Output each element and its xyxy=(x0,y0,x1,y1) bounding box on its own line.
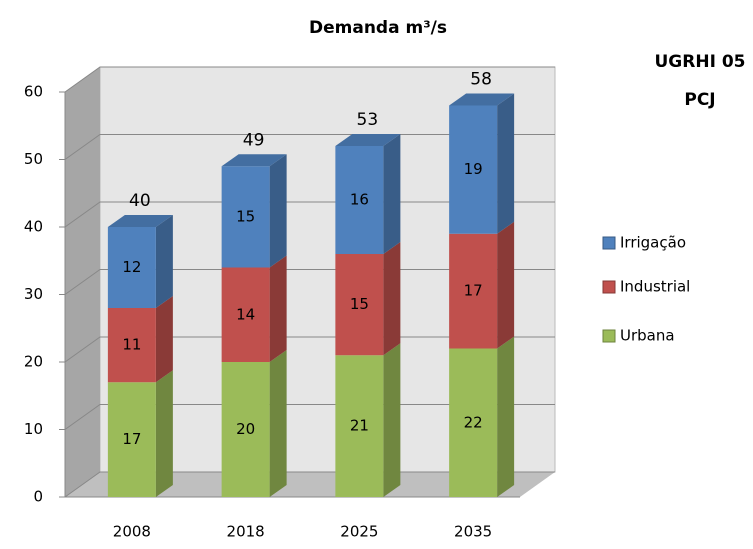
annotation: PCJ xyxy=(684,90,715,110)
floor xyxy=(65,472,555,497)
bar xyxy=(335,254,384,356)
bar-side xyxy=(383,343,401,497)
grid-line xyxy=(64,134,555,160)
grid-line xyxy=(64,269,555,295)
grid-line xyxy=(64,66,555,93)
bar xyxy=(221,267,270,362)
value-label: 12 xyxy=(122,258,141,276)
annotation: UGRHI 05 xyxy=(655,52,746,72)
value-label: 14 xyxy=(236,305,255,323)
value-label: 22 xyxy=(464,413,483,431)
bar-side xyxy=(383,134,401,254)
value-label: 19 xyxy=(464,160,483,178)
bar-side xyxy=(497,93,515,234)
bar-side xyxy=(155,215,173,308)
bar xyxy=(107,308,156,383)
y-tick-label: 0 xyxy=(33,488,43,506)
y-tick-label: 20 xyxy=(24,353,43,371)
chart-title: Demanda m³/s xyxy=(309,18,447,38)
total-label: 53 xyxy=(357,110,379,130)
bar-side xyxy=(497,336,515,497)
bar-side xyxy=(155,370,173,497)
value-label: 21 xyxy=(350,417,369,435)
bar-side xyxy=(155,296,173,383)
bar xyxy=(221,166,270,268)
y-tick-label: 50 xyxy=(24,150,43,168)
legend-swatch xyxy=(602,236,616,250)
y-tick-label: 10 xyxy=(24,420,43,438)
bar-top xyxy=(221,154,287,167)
value-label: 16 xyxy=(350,191,369,209)
bar xyxy=(449,233,498,349)
x-tick-label: 2035 xyxy=(454,523,492,541)
bar-side xyxy=(497,221,515,349)
legend-swatch xyxy=(602,280,616,294)
total-label: 58 xyxy=(470,70,492,90)
x-tick-label: 2025 xyxy=(340,523,378,541)
grid-line xyxy=(64,471,555,498)
bar-top xyxy=(449,93,515,106)
legend-label: Urbana xyxy=(620,327,675,345)
value-label: 15 xyxy=(236,207,255,225)
y-tick-label: 30 xyxy=(24,285,43,303)
x-tick-label: 2018 xyxy=(227,523,265,541)
bar xyxy=(449,348,498,497)
value-label: 20 xyxy=(236,420,255,438)
legend-label: Industrial xyxy=(620,278,690,296)
bar-side xyxy=(269,154,287,268)
bar xyxy=(107,227,156,308)
x-tick-label: 2008 xyxy=(113,523,151,541)
legend-label: Irrigação xyxy=(620,234,686,252)
bar-top xyxy=(107,215,173,227)
y-tick-label: 40 xyxy=(24,218,43,236)
bar-top xyxy=(335,134,401,146)
bar xyxy=(335,146,384,254)
grid-line xyxy=(64,404,555,430)
y-tick-label: 60 xyxy=(24,83,43,101)
total-label: 49 xyxy=(243,130,265,150)
value-label: 11 xyxy=(122,336,141,354)
bar-side xyxy=(269,350,287,497)
grid-line xyxy=(64,336,555,363)
bar-side xyxy=(269,255,287,362)
bar xyxy=(107,382,156,497)
value-label: 17 xyxy=(464,282,483,300)
grid-line xyxy=(64,201,555,228)
legend-swatch xyxy=(602,329,616,343)
bar xyxy=(449,105,498,234)
value-label: 15 xyxy=(350,295,369,313)
bar xyxy=(335,355,384,497)
value-label: 17 xyxy=(122,430,141,448)
bar-side xyxy=(383,242,401,356)
bar xyxy=(221,362,270,497)
total-label: 40 xyxy=(129,191,151,211)
